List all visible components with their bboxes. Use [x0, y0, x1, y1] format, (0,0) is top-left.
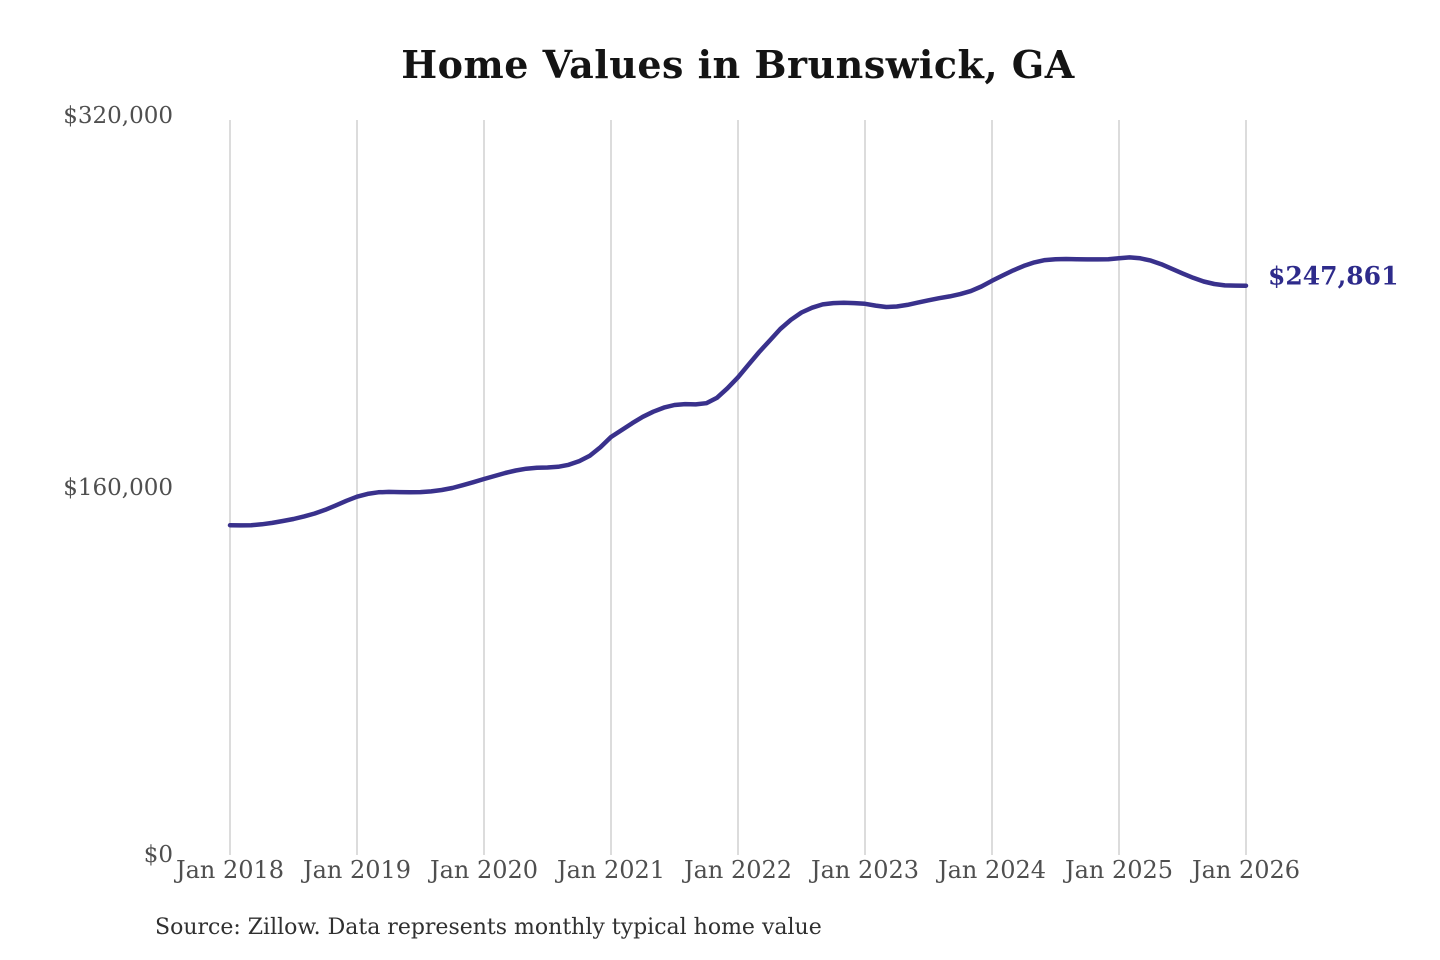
latest-value-label: $247,861	[1268, 261, 1399, 291]
chart-title: Home Values in Brunswick, GA	[401, 42, 1075, 87]
x-tick-label: Jan 2022	[683, 856, 793, 884]
x-tick-label: Jan 2018	[175, 856, 285, 884]
x-tick-label: Jan 2020	[429, 856, 539, 884]
x-tick-label: Jan 2026	[1191, 856, 1301, 884]
y-tick-label: $160,000	[63, 474, 173, 501]
source-note: Source: Zillow. Data represents monthly …	[155, 915, 822, 940]
x-tick-label: Jan 2025	[1064, 856, 1174, 884]
x-tick-label: Jan 2021	[556, 856, 666, 884]
home-value-line	[227, 255, 1249, 528]
x-tick-label: Jan 2019	[302, 856, 412, 884]
vertical-gridlines	[229, 120, 1247, 855]
x-tick-label: Jan 2023	[810, 856, 920, 884]
x-tick-label: Jan 2024	[937, 856, 1047, 884]
y-tick-label: $0	[143, 842, 173, 868]
y-tick-label: $320,000	[63, 103, 173, 129]
